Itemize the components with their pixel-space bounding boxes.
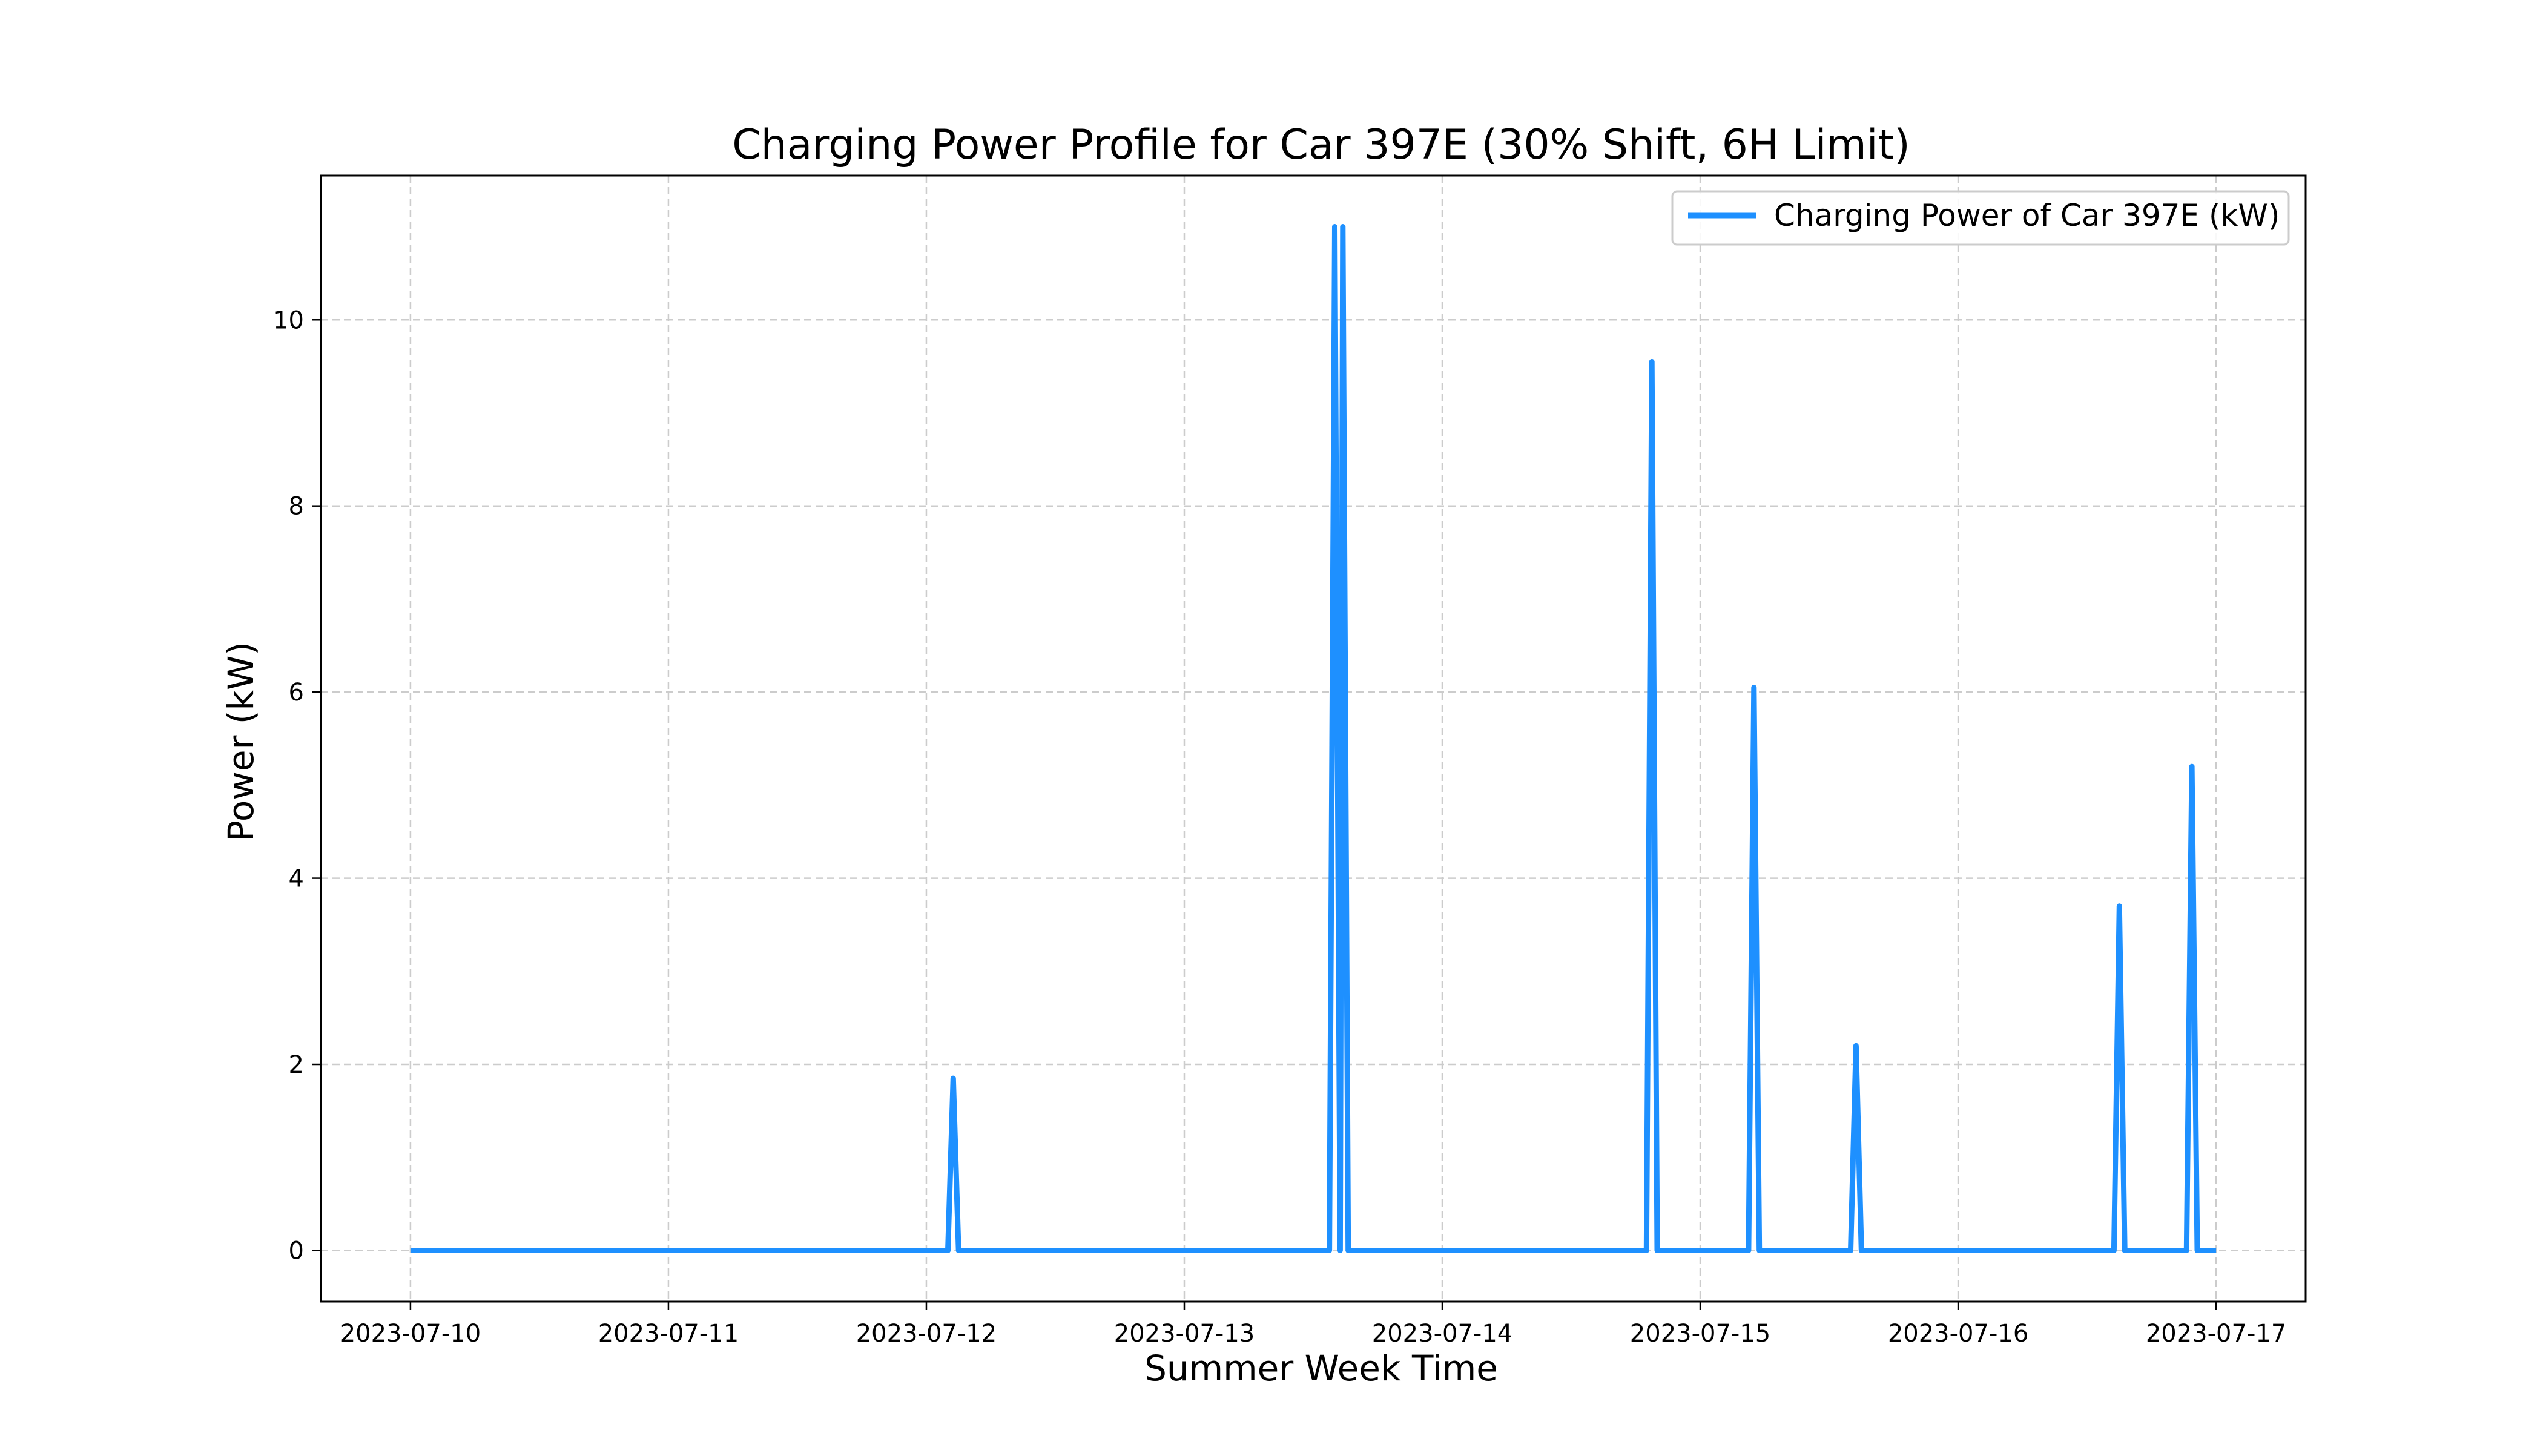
x-tick-label: 2023-07-12 — [856, 1320, 997, 1348]
x-tick-label: 2023-07-13 — [1114, 1320, 1255, 1348]
x-tick-label: 2023-07-16 — [1888, 1320, 2028, 1348]
series-layer — [410, 224, 2217, 1253]
y-tick-label: 2 — [289, 1051, 304, 1079]
ticks: 2023-07-10 2023-07-11 2023-07-12 2023-07-13… — [273, 306, 2286, 1348]
y-axis-label: Power (kW) — [220, 642, 262, 842]
y-tick-label: 10 — [273, 306, 304, 334]
series-line-charging-power — [410, 224, 2217, 1253]
x-tick-label: 2023-07-10 — [340, 1320, 481, 1348]
x-tick-label: 2023-07-14 — [1372, 1320, 1512, 1348]
chart-title: Charging Power Profile for Car 397E (30%… — [732, 121, 1910, 169]
y-tick-label: 6 — [289, 679, 304, 707]
x-tick-label: 2023-07-11 — [598, 1320, 739, 1348]
legend-label: Charging Power of Car 397E (kW) — [1774, 198, 2280, 233]
plot-frame — [320, 174, 2307, 1303]
legend: Charging Power of Car 397E (kW) — [1671, 190, 2290, 246]
y-tick-label: 4 — [289, 865, 304, 893]
y-tick-label: 0 — [289, 1237, 304, 1265]
x-tick-label: 2023-07-15 — [1630, 1320, 1770, 1348]
x-tick-label: 2023-07-17 — [2146, 1320, 2286, 1348]
x-axis-label: Summer Week Time — [1144, 1348, 1498, 1389]
y-tick-label: 8 — [289, 493, 304, 521]
legend-box — [1671, 190, 2290, 246]
